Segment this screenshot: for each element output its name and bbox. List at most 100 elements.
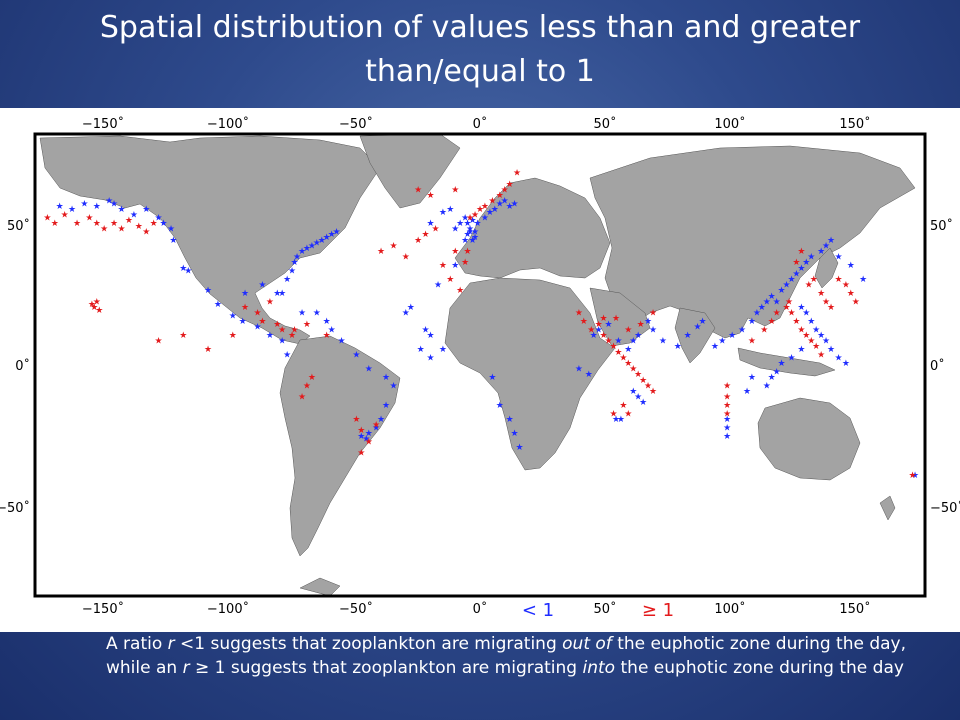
marker-greater-equal-one: ★ [303,320,311,330]
landmass-india [674,307,716,364]
marker-greater-equal-one: ★ [471,211,479,221]
marker-less-than-one: ★ [278,337,286,347]
lat-tick-left: −50˚ [0,500,30,516]
lon-tick-bottom: −100˚ [207,601,249,617]
marker-less-than-one: ★ [768,373,776,383]
caption-emphasis: into [582,658,616,678]
marker-less-than-one: ★ [338,337,346,347]
marker-less-than-one: ★ [506,415,514,425]
marker-greater-equal-one: ★ [179,331,187,341]
legend-greater-equal-one: ≥ 1 [642,600,674,621]
marker-less-than-one: ★ [797,303,805,313]
marker-less-than-one: ★ [629,337,637,347]
marker-greater-equal-one: ★ [241,303,249,313]
marker-less-than-one: ★ [758,303,766,313]
marker-less-than-one: ★ [365,429,373,439]
landmass-australia [757,397,861,481]
marker-greater-equal-one: ★ [427,191,435,201]
marker-less-than-one: ★ [711,342,719,352]
lat-tick-right: −50˚ [930,500,960,516]
marker-less-than-one: ★ [105,197,113,207]
slide-title: Spatial distribution of values less than… [40,6,920,94]
map-frame [33,132,927,598]
lat-tick-right: 0˚ [930,358,945,374]
marker-less-than-one: ★ [298,309,306,319]
marker-less-than-one: ★ [822,241,830,251]
marker-greater-equal-one: ★ [768,317,776,327]
caption-part: A ratio [106,634,168,654]
marker-less-than-one: ★ [464,219,472,229]
marker-less-than-one: ★ [451,261,459,271]
marker-less-than-one: ★ [827,236,835,246]
marker-less-than-one: ★ [488,373,496,383]
marker-greater-equal-one: ★ [291,325,299,335]
marker-greater-equal-one: ★ [787,309,795,319]
marker-less-than-one: ★ [473,219,481,229]
marker-less-than-one: ★ [466,225,474,235]
marker-less-than-one: ★ [469,236,477,246]
marker-greater-equal-one: ★ [476,205,484,215]
marker-less-than-one: ★ [763,381,771,391]
marker-greater-equal-one: ★ [614,348,622,358]
marker-less-than-one: ★ [313,309,321,319]
lon-ticks-bottom: −150˚ −100˚ −50˚ 0˚ 50˚ 100˚ 150˚ [82,601,871,617]
marker-less-than-one: ★ [184,267,192,277]
slide-title-line1: Spatial distribution of values less than… [99,10,861,45]
caption: A ratio r <1 suggests that zooplankton a… [106,632,926,680]
caption-part: ≥ 1 suggests that zooplankton are migrat… [189,658,583,678]
landmass-greenland [359,133,461,209]
marker-greater-equal-one: ★ [357,449,365,459]
marker-less-than-one: ★ [822,337,830,347]
marker-less-than-one: ★ [352,351,360,361]
marker-greater-equal-one: ★ [303,381,311,391]
marker-greater-equal-one: ★ [278,325,286,335]
marker-less-than-one: ★ [303,244,311,254]
marker-greater-equal-one: ★ [229,331,237,341]
marker-greater-equal-one: ★ [785,297,793,307]
marker-greater-equal-one: ★ [580,317,588,327]
marker-greater-equal-one: ★ [481,202,489,212]
caption-var-r: r [182,658,190,678]
marker-less-than-one: ★ [787,353,795,363]
marker-greater-equal-one: ★ [135,222,143,232]
lon-tick-top: 0˚ [473,116,488,132]
marker-less-than-one: ★ [93,202,101,212]
marker-greater-equal-one: ★ [619,401,627,411]
marker-less-than-one: ★ [241,289,249,299]
landmass-antarctica [299,577,341,597]
marker-less-than-one: ★ [634,331,642,341]
marker-less-than-one: ★ [439,345,447,355]
marker-greater-equal-one: ★ [93,219,101,229]
marker-less-than-one: ★ [68,205,76,215]
marker-less-than-one: ★ [847,261,855,271]
marker-less-than-one: ★ [427,353,435,363]
marker-less-than-one: ★ [427,219,435,229]
marker-greater-equal-one: ★ [61,211,69,221]
marker-less-than-one: ★ [456,219,464,229]
lon-ticks-top: −150˚ −100˚ −50˚ 0˚ 50˚ 100˚ 150˚ [82,116,871,132]
marker-less-than-one: ★ [773,297,781,307]
marker-less-than-one: ★ [748,373,756,383]
marker-greater-equal-one: ★ [372,421,380,431]
marker-greater-equal-one: ★ [117,225,125,235]
map-legend: < 1 ≥ 1 [522,600,674,621]
marker-less-than-one: ★ [155,213,163,223]
marker-greater-equal-one: ★ [723,393,731,403]
marker-less-than-one: ★ [723,432,731,442]
marker-less-than-one: ★ [283,351,291,361]
marker-less-than-one: ★ [464,230,472,240]
marker-less-than-one: ★ [575,365,583,375]
lat-tick-left: 50˚ [7,218,30,234]
marker-greater-equal-one: ★ [204,345,212,355]
marker-less-than-one: ★ [389,381,397,391]
marker-greater-equal-one: ★ [288,331,296,341]
landmass-arabia [589,287,651,347]
marker-less-than-one: ★ [130,211,138,221]
marker-less-than-one: ★ [110,199,118,209]
marker-less-than-one: ★ [743,387,751,397]
marker-greater-equal-one: ★ [414,236,422,246]
marker-greater-equal-one: ★ [723,401,731,411]
lon-tick-top: −50˚ [339,116,373,132]
marker-greater-equal-one: ★ [501,185,509,195]
marker-less-than-one: ★ [674,342,682,352]
